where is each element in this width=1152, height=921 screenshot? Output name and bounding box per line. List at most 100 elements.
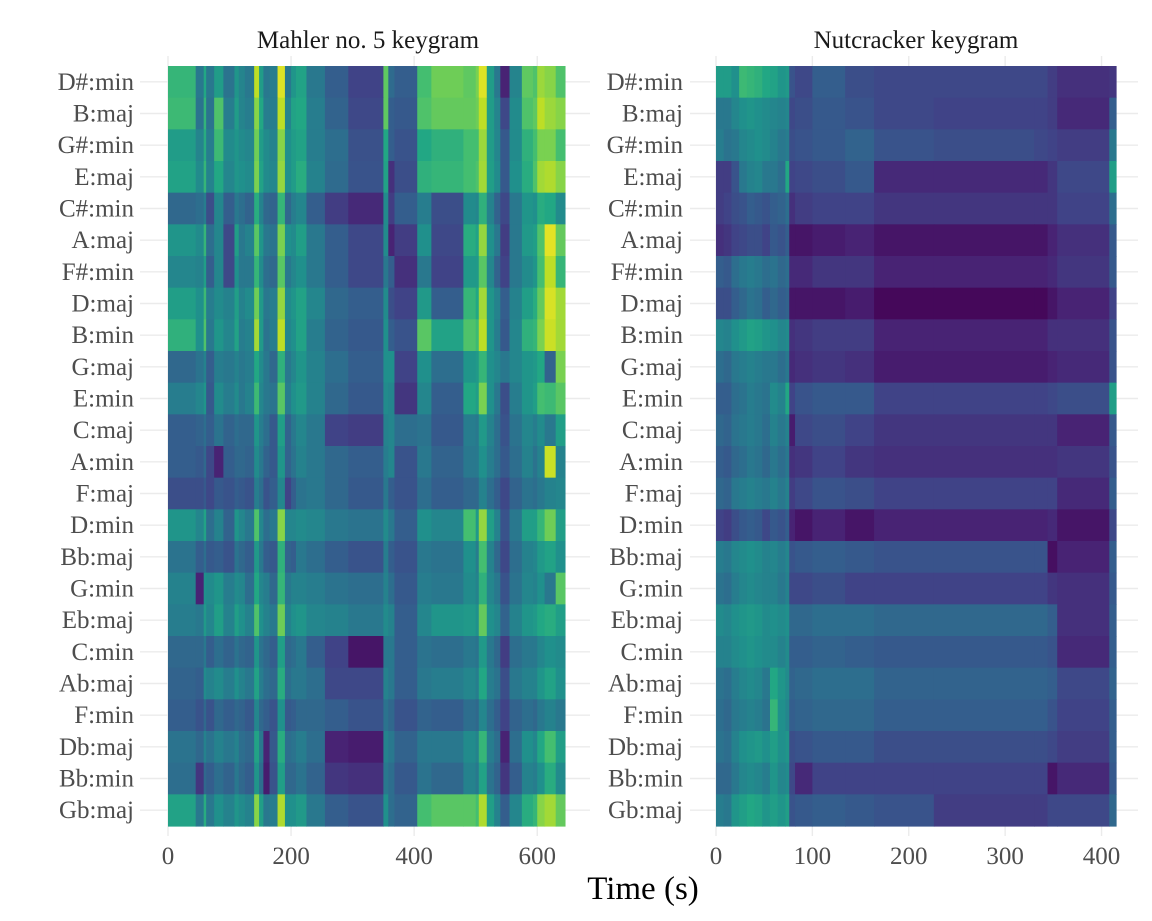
- heatmap-cell: [234, 636, 240, 669]
- heatmap-cell: [777, 192, 786, 225]
- heatmap-cell: [769, 351, 779, 384]
- heatmap-cell: [494, 699, 501, 732]
- heatmap-cell: [874, 731, 935, 764]
- heatmap-cell: [388, 66, 396, 99]
- heatmap-cell: [463, 667, 477, 700]
- heatmap-cell: [259, 161, 264, 194]
- heatmap-cell: [234, 192, 240, 225]
- heatmap-cell: [463, 541, 477, 574]
- heatmap-cell: [1109, 794, 1117, 827]
- heatmap-cell: [716, 414, 725, 447]
- heatmap-cell: [168, 129, 197, 162]
- key-label: F:maj: [76, 481, 134, 508]
- heatmap-cell: [244, 287, 255, 320]
- heatmap-cell: [306, 509, 326, 542]
- key-label: D:maj: [621, 291, 684, 318]
- heatmap-cell: [214, 731, 224, 764]
- heatmap-cell: [394, 794, 418, 827]
- heatmap-cell: [555, 66, 566, 99]
- heatmap-cell: [731, 192, 740, 225]
- heatmap-cell: [296, 794, 308, 827]
- heatmap-cell: [383, 446, 389, 479]
- heatmap-cell: [494, 129, 501, 162]
- heatmap-cell: [244, 414, 255, 447]
- heatmap-cell: [478, 762, 488, 795]
- heatmap-cell: [223, 794, 236, 827]
- heatmap-cell: [463, 256, 477, 289]
- heatmap-cell: [277, 129, 286, 162]
- heatmap-cell: [244, 762, 255, 795]
- heatmap-cell: [277, 699, 286, 732]
- heatmap-cell: [777, 572, 786, 605]
- heatmap-cell: [277, 572, 286, 605]
- heatmap-cell: [296, 382, 308, 415]
- heatmap-cell: [537, 636, 546, 669]
- heatmap-cell: [269, 414, 279, 447]
- heatmap-cell: [388, 129, 396, 162]
- heatmap-cell: [263, 572, 271, 605]
- heatmap-cell: [754, 414, 763, 447]
- heatmap-cell: [168, 382, 197, 415]
- heatmap-cell: [746, 446, 756, 479]
- key-label: D#:min: [58, 69, 135, 96]
- heatmap-cell: [394, 256, 418, 289]
- heatmap-cell: [494, 509, 501, 542]
- heatmap-cell: [1034, 161, 1049, 194]
- heatmap-cell: [168, 66, 197, 99]
- heatmap-cell: [762, 731, 771, 764]
- heatmap-cell: [537, 699, 546, 732]
- heatmap-cell: [532, 794, 538, 827]
- heatmap-cell: [777, 731, 786, 764]
- heatmap-cell: [306, 97, 326, 130]
- heatmap-cell: [486, 66, 495, 99]
- heatmap-cell: [739, 477, 748, 510]
- heatmap-cell: [291, 161, 297, 194]
- heatmap-cell: [431, 794, 464, 827]
- heatmap-cell: [762, 414, 771, 447]
- heatmap-cell: [789, 351, 796, 384]
- heatmap-cell: [785, 382, 790, 415]
- heatmap-cell: [532, 509, 538, 542]
- heatmap-cell: [259, 509, 264, 542]
- heatmap-cell: [296, 604, 308, 637]
- heatmap-cell: [394, 192, 418, 225]
- heatmap-cell: [762, 287, 771, 320]
- heatmap-cell: [195, 256, 205, 289]
- heatmap-cell: [521, 636, 534, 669]
- key-label: G#:min: [58, 132, 135, 159]
- heatmap-cell: [1047, 192, 1058, 225]
- heatmap-cell: [431, 256, 464, 289]
- key-label: Ab:maj: [59, 671, 134, 698]
- heatmap-cell: [762, 604, 771, 637]
- heatmap-cell: [731, 319, 740, 352]
- heatmap-cell: [1109, 97, 1117, 130]
- heatmap-cell: [417, 414, 432, 447]
- heatmap-cell: [306, 446, 326, 479]
- heatmap-cell: [1047, 794, 1058, 827]
- heatmap-cell: [933, 667, 1035, 700]
- heatmap-cell: [263, 192, 271, 225]
- heatmap-cell: [431, 351, 464, 384]
- heatmap-cell: [291, 636, 297, 669]
- heatmap-cell: [431, 572, 464, 605]
- heatmap-cell: [296, 731, 308, 764]
- heatmap-cell: [168, 762, 197, 795]
- heatmap-cell: [431, 382, 464, 415]
- heatmap-cell: [746, 287, 756, 320]
- heatmap-cell: [244, 794, 255, 827]
- heatmap-cell: [203, 636, 207, 669]
- heatmap-cell: [269, 762, 279, 795]
- heatmap-cell: [244, 541, 255, 574]
- heatmap-cell: [238, 699, 246, 732]
- heatmap-cell: [383, 477, 389, 510]
- heatmap-cell: [754, 97, 763, 130]
- heatmap-cell: [874, 699, 935, 732]
- heatmap-cell: [348, 414, 384, 447]
- heatmap-cell: [195, 636, 205, 669]
- heatmap-cell: [762, 382, 771, 415]
- heatmap-cell: [746, 224, 756, 257]
- heatmap-cell: [254, 287, 260, 320]
- heatmap-cell: [769, 287, 779, 320]
- heatmap-cell: [723, 97, 733, 130]
- heatmap-cell: [555, 319, 566, 352]
